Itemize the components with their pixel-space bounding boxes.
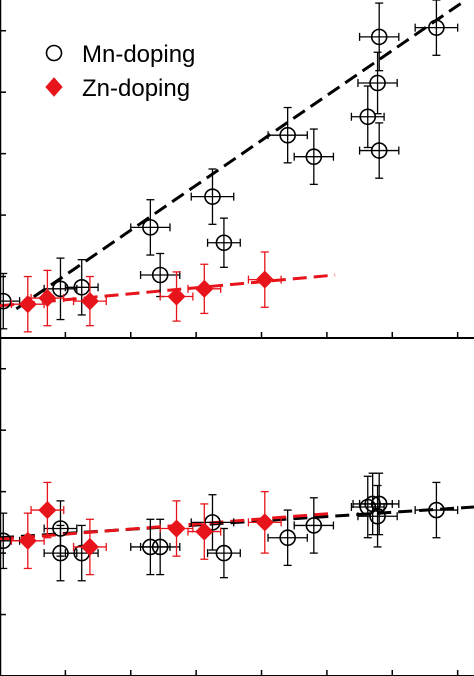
bottom-panel [0, 338, 474, 676]
bottom-mn-data-point [151, 538, 169, 556]
top-mn-data-point [279, 126, 296, 144]
top-mn-data-point [204, 188, 221, 205]
top-zn-data-point [18, 295, 37, 314]
top-mn-data-point [305, 148, 323, 166]
bottom-mn-data-point [359, 498, 377, 516]
top-mn-data-point [370, 142, 388, 159]
bottom-zn-data-point [195, 522, 214, 541]
top-zn-data-point [38, 288, 57, 308]
legend-mn-marker [45, 44, 63, 62]
top-mn-data-point [359, 108, 377, 126]
top-mn-data-point [369, 74, 386, 92]
top-mn-data-point [215, 234, 233, 252]
bottom-mn-data-point [52, 520, 69, 537]
legend-zn-marker [45, 77, 63, 97]
bottom-zn-data-point [255, 513, 274, 532]
bottom-zn-data-point [167, 519, 186, 538]
bottom-mn-fit-line [0, 505, 474, 540]
bottom-mn-data-point [369, 507, 386, 525]
top-zn-data-point [80, 292, 99, 311]
legend-mn-label: Mn-doping [82, 41, 195, 68]
bottom-mn-data-point [305, 517, 323, 534]
top-mn-data-point [52, 280, 69, 298]
bottom-mn-data-point [0, 532, 12, 550]
top-mn-data-point [151, 266, 169, 284]
bottom-zn-fit-line [0, 511, 336, 541]
top-mn-fit-line [15, 0, 467, 311]
bottom-mn-data-point [204, 514, 221, 531]
top-mn-data-point [0, 292, 12, 310]
top-mn-data-point [370, 28, 388, 46]
top-mn-data-point [428, 19, 445, 36]
bottom-zn-data-point [38, 501, 57, 520]
bottom-mn-data-point [428, 501, 445, 519]
top-zn-data-point [195, 279, 214, 298]
top-zn-data-point [255, 270, 274, 289]
top-mn-data-point [142, 219, 159, 236]
top-zn-data-point [167, 287, 186, 306]
bottom-mn-data-point [370, 495, 388, 513]
top-panel [0, 0, 474, 339]
top-mn-data-point [73, 278, 91, 296]
legend: Mn-doping Zn-doping [45, 41, 195, 102]
legend-zn-label: Zn-doping [82, 75, 190, 102]
bottom-mn-data-point [279, 529, 296, 547]
bottom-zn-data-point [18, 531, 37, 550]
bottom-zn-data-point [80, 537, 99, 557]
bottom-mn-data-point [215, 544, 233, 562]
